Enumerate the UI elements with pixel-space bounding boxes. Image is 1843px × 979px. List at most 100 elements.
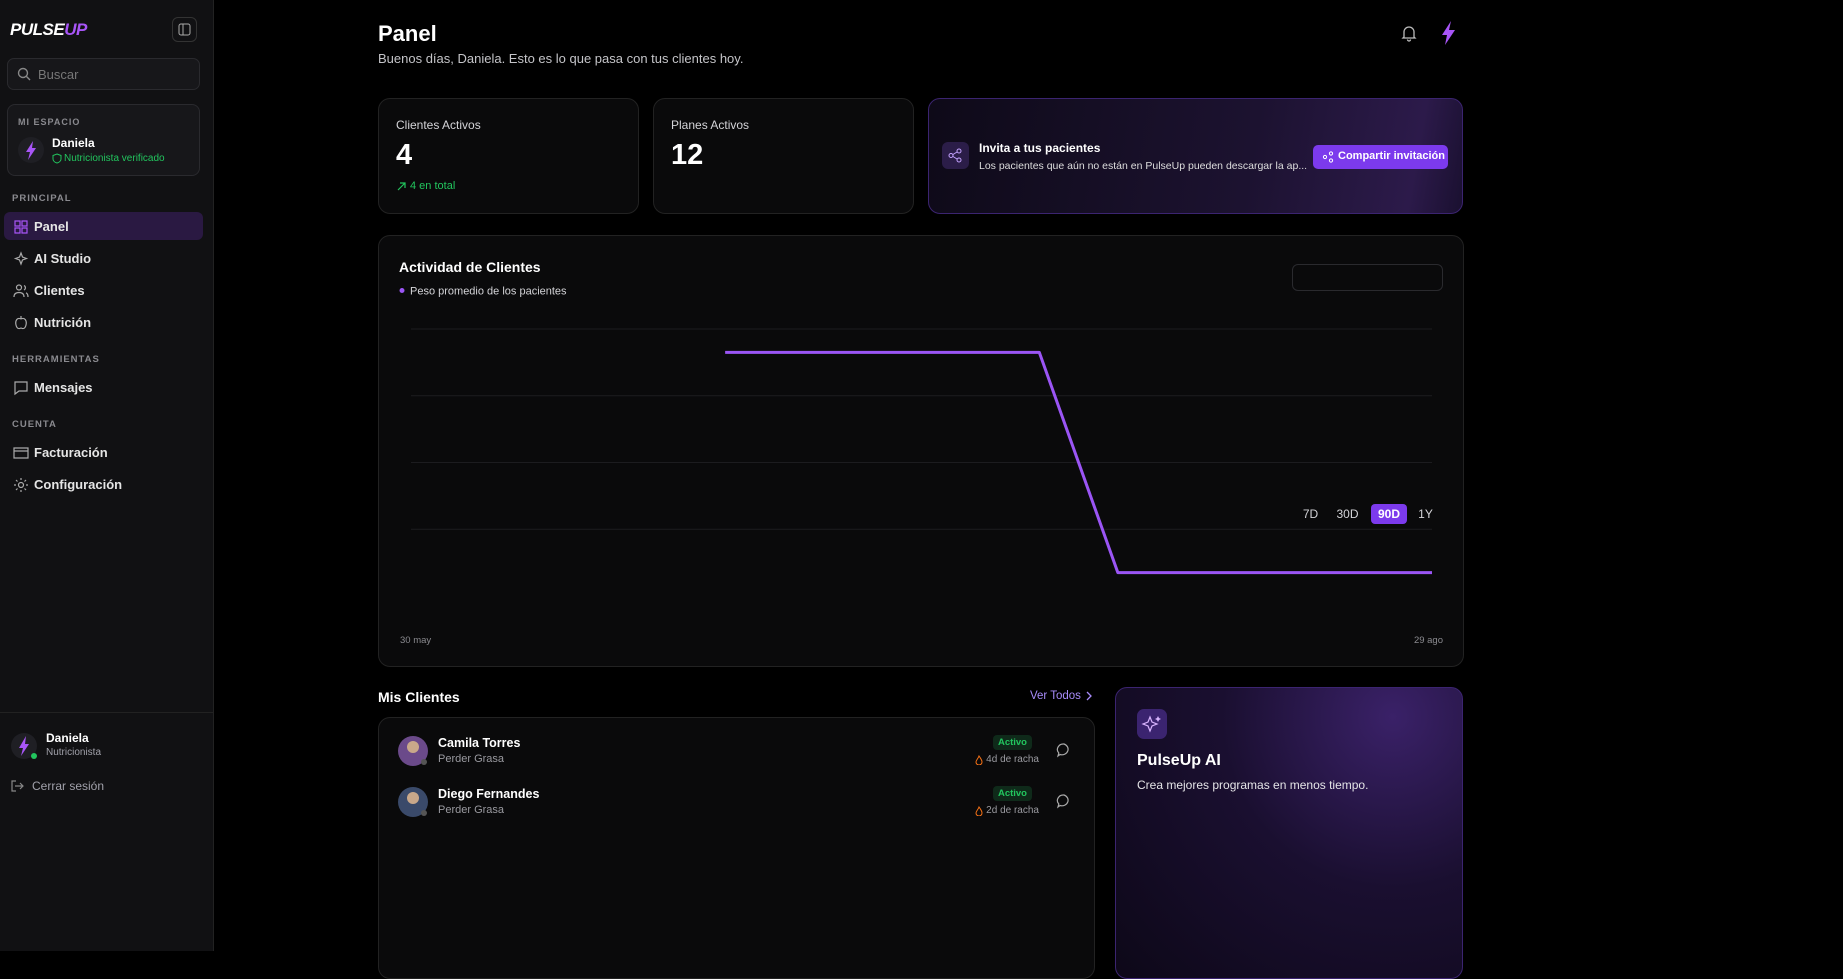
nav-item[interactable]: Nutrición [4, 308, 203, 336]
ai-text: Crea mejores programas en menos tiempo. [1137, 778, 1369, 792]
shield-icon [52, 153, 62, 164]
section-label: HERRAMIENTAS [12, 354, 100, 365]
range-selector [1292, 264, 1443, 291]
avatar-head [407, 741, 419, 753]
user-role: Nutricionista [46, 747, 102, 758]
nav-label: Nutrición [34, 315, 92, 330]
activity-chart: Peso promedio de los pacientes 30 may 29 a… [399, 286, 1443, 646]
invite-card: Invita a tus pacientes Los pacientes que… [928, 98, 1463, 214]
ai-card[interactable]: PulseUp AI Crea mejores programas en men… [1115, 687, 1463, 979]
share-button[interactable]: Compartir invitación [1313, 145, 1448, 169]
body: {"sidebar":{"logo_main":"PULSE","logo_ac… [0, 0, 1464, 979]
chevron-icon [1086, 691, 1092, 701]
chat-icon[interactable] [1056, 742, 1072, 758]
icon-path [13, 447, 29, 459]
nav-item[interactable]: Configuración [4, 470, 203, 498]
nav-item[interactable]: Clientes [4, 276, 203, 304]
nav-icon [15, 316, 27, 330]
flame-path [975, 806, 983, 816]
sidebar: PULSEUP Buscar MI ESPACIO Daniela Nutric… [0, 0, 214, 951]
bell-icon[interactable] [1400, 24, 1418, 42]
page-title: Panel [378, 21, 437, 46]
nav-icon [13, 284, 29, 298]
range-button[interactable]: 1Y [1418, 507, 1433, 521]
stat-value: 12 [671, 139, 704, 171]
page-subtitle: Buenos días, Daniela. Esto es lo que pas… [378, 51, 744, 66]
range-button[interactable]: 90D [1371, 504, 1407, 524]
nav-label: Mensajes [34, 380, 93, 395]
nav-icon [13, 447, 29, 459]
legend-dot [399, 288, 405, 293]
share-icon [948, 148, 962, 163]
range-button[interactable]: 30D [1336, 507, 1359, 521]
client-name[interactable]: Camila Torres [438, 736, 521, 750]
chat-path [1056, 794, 1069, 809]
invite-title: Invita a tus pacientes [979, 141, 1101, 155]
icon-path [14, 478, 28, 492]
status-badge: Activo [992, 735, 1032, 750]
search-box[interactable]: Buscar [7, 58, 200, 90]
view-all-link[interactable]: Ver Todos [1030, 690, 1081, 702]
section-label: PRINCIPAL [12, 193, 72, 204]
stat-label: Clientes Activos [396, 118, 481, 132]
icon-path [13, 284, 29, 298]
clients-card: Camila Torres Perder Grasa Activo 4d de rac… [378, 717, 1095, 979]
nav-label: Facturación [34, 445, 108, 460]
nav-label: Panel [34, 219, 69, 234]
logo-accent: UP [64, 20, 87, 39]
nav-label: Configuración [34, 477, 123, 492]
sparkle-icon [1141, 715, 1161, 733]
activity-title: Actividad de Clientes [399, 259, 541, 275]
avatar-head [407, 792, 419, 804]
user-avatar [11, 733, 37, 759]
icon-path [13, 251, 29, 266]
invite-text: Los pacientes que aún no están en PulseU… [979, 160, 1308, 172]
status-dot [421, 810, 427, 816]
workspace-card[interactable]: MI ESPACIO Daniela Nutricionista verific… [7, 104, 200, 176]
logo-main: PULSE [10, 20, 65, 39]
nav-item[interactable]: Mensajes [4, 373, 203, 401]
nav-item[interactable]: Facturación [4, 438, 203, 466]
nav-label: Clientes [34, 283, 85, 298]
streak: 2d de racha [986, 805, 1039, 816]
search-icon [17, 67, 31, 81]
section-label: CUENTA [12, 419, 57, 430]
x-tick-label: 30 may [400, 635, 431, 646]
bolt-icon[interactable] [1439, 20, 1457, 46]
search-placeholder: Buscar [38, 67, 79, 82]
share-icon-box [942, 142, 969, 169]
icon-path [14, 220, 28, 234]
stat-label: Planes Activos [671, 118, 750, 132]
stat-note: 4 en total [410, 180, 456, 192]
range-button[interactable]: 7D [1302, 507, 1319, 521]
nav-icon [13, 251, 29, 266]
client-goal: Perder Grasa [438, 753, 505, 765]
trend-icon [397, 182, 406, 191]
chat-path [1056, 743, 1069, 758]
status-dot [421, 759, 427, 765]
ai-icon-box [1137, 709, 1167, 739]
legend-label: Peso promedio de los pacientes [410, 286, 567, 298]
verified-badge: Nutricionista verificado [64, 153, 165, 164]
activity-card: Actividad de Clientes Peso promedio de l… [378, 235, 1464, 667]
client-name[interactable]: Diego Fernandes [438, 787, 540, 801]
ai-title: PulseUp AI [1137, 752, 1221, 769]
flame-path [975, 755, 983, 765]
logo[interactable]: PULSEUP [10, 20, 87, 40]
share-button-label: Compartir invitación [1338, 150, 1445, 162]
nav-item[interactable]: AI Studio [4, 244, 203, 272]
nav-icon [14, 478, 28, 492]
icon-path [15, 316, 27, 330]
collapse-icon [178, 23, 191, 36]
logout-link[interactable]: Cerrar sesión [32, 779, 105, 793]
flame-icon [975, 755, 983, 765]
chat-icon[interactable] [1056, 793, 1072, 809]
data-line [725, 350, 1432, 575]
nav-label: AI Studio [34, 251, 92, 266]
workspace-label: MI ESPACIO [18, 117, 81, 127]
nav-item[interactable]: Panel [4, 212, 203, 240]
user-name: Daniela [46, 731, 89, 745]
workspace-name: Daniela [52, 136, 95, 150]
client-avatar [398, 787, 428, 817]
collapse-button[interactable] [172, 17, 197, 42]
